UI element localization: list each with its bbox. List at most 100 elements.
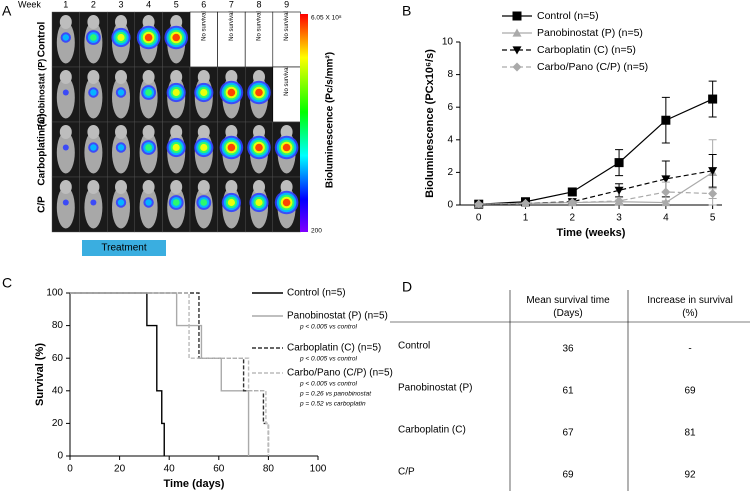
legend-marker (512, 11, 522, 21)
week-number: 1 (63, 0, 68, 9)
x-tick-label: 1 (523, 213, 529, 224)
table-cell: 67 (562, 428, 574, 439)
table-cell: 36 (562, 344, 574, 355)
colorbar (300, 14, 308, 232)
marker (567, 187, 577, 197)
signal (255, 88, 263, 97)
y-tick-label: 4 (447, 134, 453, 145)
mouse-head (115, 15, 127, 29)
treatment-bar (82, 240, 166, 256)
y-axis-label: Survival (%) (34, 343, 46, 406)
mouse-head (253, 70, 265, 84)
table-header: Mean survival time (Days) (526, 295, 610, 319)
y-tick-label: 40 (52, 385, 64, 396)
x-tick-label: 60 (213, 464, 225, 475)
mouse-head (170, 70, 183, 84)
p-value-note: p = 0.52 vs carboplatin (299, 401, 366, 408)
y-tick-label: 0 (447, 200, 453, 211)
mouse-head (87, 70, 100, 84)
x-tick-label: 40 (164, 464, 176, 475)
row-label: Control (37, 22, 48, 58)
x-tick-label: 80 (263, 464, 275, 475)
mouse-head (197, 70, 210, 84)
mouse-head (253, 180, 265, 194)
marker (708, 189, 718, 199)
no-survival: No survival (257, 11, 263, 41)
y-tick-label: 20 (52, 418, 64, 429)
signal (282, 198, 291, 207)
mouse-head (170, 15, 183, 29)
table-header: Increase in survival (%) (647, 295, 733, 319)
signal (200, 88, 208, 97)
legend-label: Control (n=5) (287, 288, 346, 299)
mouse-head (115, 70, 127, 84)
legend-label: Carboplatin (C) (n=5) (287, 343, 381, 354)
p-value-note: p = 0.26 vs panobinostat (299, 391, 372, 398)
signal (90, 144, 97, 151)
y-tick-label: 6 (447, 102, 453, 113)
y-axis-label: Bioluminescence (PCx10⁶/s) (424, 49, 436, 198)
signal (227, 143, 236, 152)
week-label: Week (18, 0, 41, 9)
mouse-head (142, 15, 155, 29)
no-survival: No survival (229, 11, 235, 41)
y-tick-label: 8 (447, 69, 453, 80)
colorbar-min: 200 (311, 228, 322, 235)
y-tick-label: 2 (447, 167, 453, 178)
mouse-head (225, 125, 238, 139)
x-tick-label: 2 (570, 213, 576, 224)
signal (62, 199, 69, 206)
row-label: Panobinostat (P) (36, 59, 46, 131)
signal (172, 88, 180, 97)
row-label: C/P (37, 196, 48, 213)
mouse-head (142, 180, 155, 194)
marker (661, 187, 671, 197)
y-tick-label: 100 (46, 288, 63, 299)
signal (255, 143, 263, 152)
legend-label: Carboplatin (C) (n=5) (537, 44, 636, 56)
week-number: 2 (91, 0, 96, 9)
signal (144, 33, 153, 42)
signal (90, 34, 97, 41)
legend-label: Carbo/Pano (C/P) (n=5) (537, 61, 648, 73)
mouse-head (280, 125, 293, 139)
mouse-head (253, 125, 265, 139)
y-tick-label: 0 (57, 451, 63, 462)
survival-curve (70, 292, 270, 456)
treatment-label: Treatment (101, 243, 146, 254)
mouse-head (225, 180, 238, 194)
mouse-head (142, 70, 155, 84)
panel-label: C (2, 275, 12, 291)
week-number: 6 (201, 0, 206, 9)
x-tick-label: 100 (310, 464, 327, 475)
marker (614, 196, 624, 206)
signal (255, 198, 263, 207)
mouse-head (115, 125, 127, 139)
row-label: Carboplatin (C) (37, 113, 48, 185)
series-line (478, 170, 713, 205)
mouse-head (87, 180, 100, 194)
x-tick-label: 3 (616, 213, 622, 224)
signal (172, 143, 180, 152)
x-tick-label: 4 (663, 213, 669, 224)
marker (661, 115, 671, 125)
no-survival-box (217, 11, 246, 68)
mouse-head (59, 15, 72, 29)
table-cell: 69 (562, 470, 574, 481)
table-cell: C/P (398, 467, 415, 478)
mouse (56, 131, 75, 174)
signal (200, 199, 208, 206)
marker (614, 186, 624, 195)
legend-label: Panobinostat (P) (n=5) (287, 311, 388, 322)
signal (282, 143, 291, 152)
table-cell: Panobinostat (P) (398, 383, 473, 394)
mouse-head (87, 125, 100, 139)
week-number: 8 (256, 0, 261, 9)
x-axis-label: Time (weeks) (557, 227, 626, 239)
x-tick-label: 20 (114, 464, 126, 475)
no-survival: No survival (284, 66, 290, 96)
table-cell: Control (398, 341, 430, 352)
x-tick-label: 0 (476, 213, 482, 224)
panel-label: D (402, 279, 412, 295)
y-tick-label: 60 (52, 353, 64, 364)
